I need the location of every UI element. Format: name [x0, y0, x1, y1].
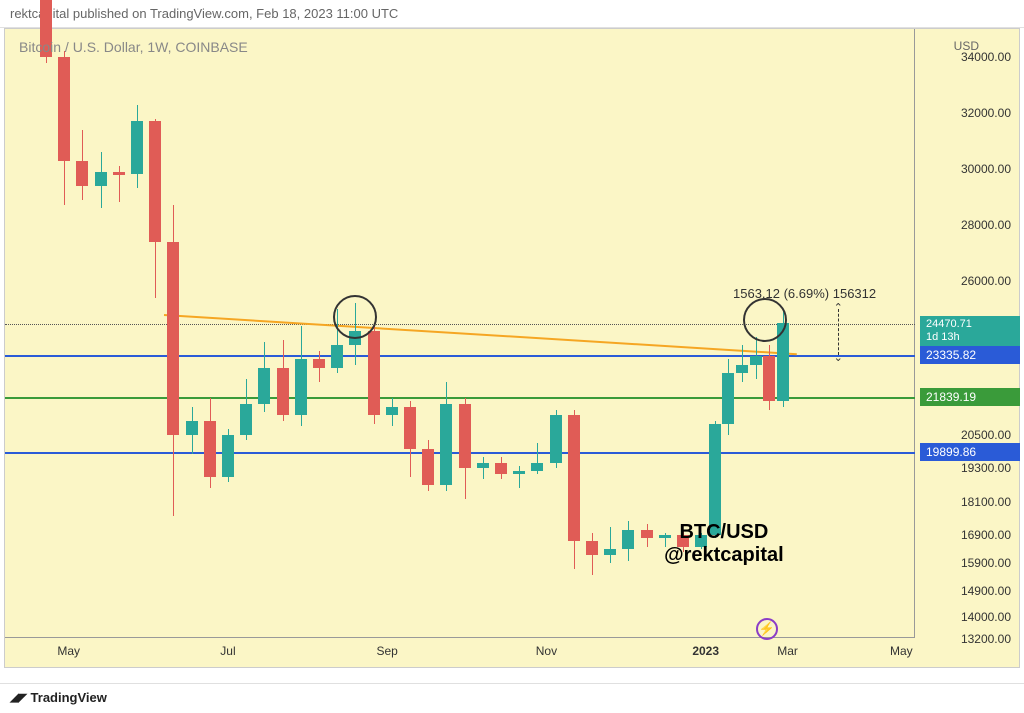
- candle-wick: [483, 457, 484, 479]
- y-tick-label: 32000.00: [961, 106, 1011, 120]
- candle-body[interactable]: [568, 415, 580, 541]
- plot-region[interactable]: 23335.8219899.8621839.1924470.711d 13h15…: [5, 29, 915, 639]
- candle-body[interactable]: [477, 463, 489, 469]
- candle-body[interactable]: [531, 463, 543, 471]
- measure-bracket[interactable]: [838, 309, 839, 356]
- footer-text: TradingView: [31, 690, 107, 705]
- candle-body[interactable]: [331, 345, 343, 367]
- candle-wick: [610, 527, 611, 563]
- x-axis[interactable]: May Jul Sep Nov 2023 Mar May: [5, 637, 915, 667]
- candle-body[interactable]: [586, 541, 598, 555]
- candle-body[interactable]: [258, 368, 270, 404]
- candle-body[interactable]: [763, 356, 775, 401]
- candle-body[interactable]: [495, 463, 507, 474]
- candle-body[interactable]: [222, 435, 234, 477]
- symbol-label: Bitcoin / U.S. Dollar, 1W, COINBASE: [19, 39, 248, 55]
- candle-body[interactable]: [240, 404, 252, 435]
- y-tick-label: 18100.00: [961, 495, 1011, 509]
- header-caption: rektcapital published on TradingView.com…: [0, 0, 1024, 28]
- candle-body[interactable]: [709, 424, 721, 536]
- x-tick-label: May: [57, 644, 80, 658]
- candle-body[interactable]: [149, 121, 161, 241]
- candle-body[interactable]: [459, 404, 471, 468]
- candle-body[interactable]: [440, 404, 452, 485]
- candle-body[interactable]: [186, 421, 198, 435]
- candle-body[interactable]: [368, 331, 380, 415]
- candle-body[interactable]: [277, 368, 289, 416]
- candle-body[interactable]: [641, 530, 653, 538]
- x-tick-label: 2023: [692, 644, 719, 658]
- y-tick-label: 13200.00: [961, 632, 1011, 646]
- candle-wick: [742, 345, 743, 381]
- candle-body[interactable]: [95, 172, 107, 186]
- watermark-text: BTC/USD@rektcapital: [664, 521, 784, 567]
- candle-body[interactable]: [131, 121, 143, 174]
- lightning-icon[interactable]: ⚡: [756, 618, 778, 640]
- candle-body[interactable]: [422, 449, 434, 485]
- candle-body[interactable]: [386, 407, 398, 415]
- y-tick-label: 30000.00: [961, 162, 1011, 176]
- candle-body[interactable]: [550, 415, 562, 463]
- candle-body[interactable]: [204, 421, 216, 477]
- candle-body[interactable]: [750, 356, 762, 364]
- current-price-tag: 24470.711d 13h: [920, 316, 1020, 346]
- chart-container: rektcapital published on TradingView.com…: [0, 0, 1024, 713]
- candle-body[interactable]: [167, 242, 179, 435]
- price-tag: 21839.19: [920, 388, 1020, 406]
- highlight-circle[interactable]: [743, 298, 787, 342]
- candle-body[interactable]: [604, 549, 616, 555]
- y-tick-label: 19300.00: [961, 461, 1011, 475]
- candle-body[interactable]: [404, 407, 416, 449]
- x-tick-label: Jul: [220, 644, 235, 658]
- y-tick-label: 26000.00: [961, 274, 1011, 288]
- candle-body[interactable]: [736, 365, 748, 373]
- y-tick-label: 28000.00: [961, 218, 1011, 232]
- candle-wick: [519, 466, 520, 488]
- measurement-annotation: 1563.12 (6.69%) 156312: [733, 286, 876, 301]
- x-tick-label: Mar: [777, 644, 798, 658]
- chart-area[interactable]: Bitcoin / U.S. Dollar, 1W, COINBASE 2333…: [4, 28, 1020, 668]
- y-tick-label: 14000.00: [961, 610, 1011, 624]
- price-tag: 19899.86: [920, 443, 1020, 461]
- x-tick-label: Nov: [536, 644, 557, 658]
- y-tick-label: 20500.00: [961, 428, 1011, 442]
- trendline[interactable]: [164, 314, 797, 355]
- x-tick-label: Sep: [377, 644, 398, 658]
- candle-body[interactable]: [113, 172, 125, 175]
- price-tag: 23335.82: [920, 346, 1020, 364]
- y-tick-label: 15900.00: [961, 556, 1011, 570]
- y-tick-label: 16900.00: [961, 528, 1011, 542]
- y-tick-label: 34000.00: [961, 50, 1011, 64]
- candle-body[interactable]: [513, 471, 525, 474]
- footer-logo: ◢◤ TradingView: [0, 683, 1024, 713]
- y-tick-label: 14900.00: [961, 584, 1011, 598]
- candle-body[interactable]: [313, 359, 325, 367]
- x-tick-label: May: [890, 644, 913, 658]
- candle-body[interactable]: [76, 161, 88, 186]
- candle-body[interactable]: [58, 57, 70, 161]
- candle-body[interactable]: [295, 359, 307, 415]
- candle-body[interactable]: [622, 530, 634, 550]
- candle-body[interactable]: [722, 373, 734, 423]
